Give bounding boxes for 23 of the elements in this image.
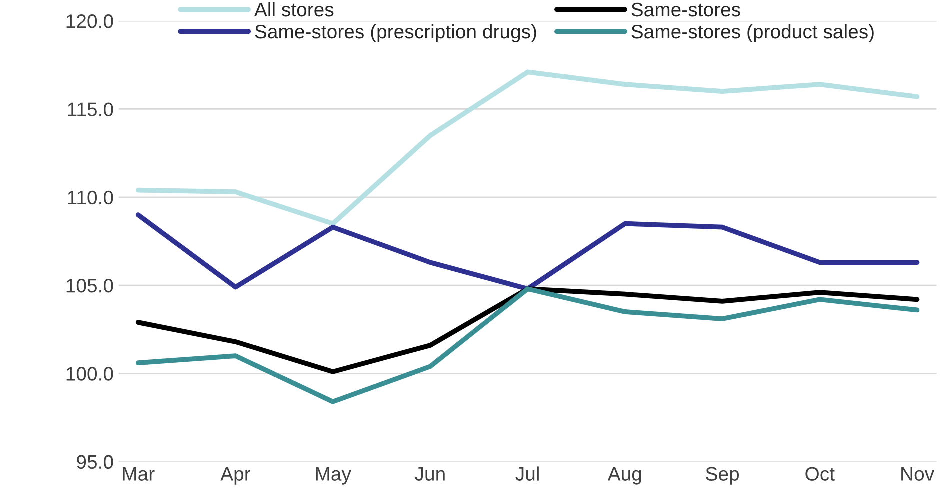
y-tick-label: 100.0	[66, 367, 114, 381]
x-tick-label: May	[316, 467, 352, 485]
legend-label: Same-stores	[632, 2, 740, 17]
line-series	[136, 286, 920, 404]
line-series	[136, 70, 920, 226]
y-tick-label: 110.0	[68, 190, 114, 205]
x-tick-label: Nov	[902, 467, 934, 481]
x-tick-label: Sep	[706, 467, 740, 485]
y-tick-label: 95.0	[77, 455, 114, 470]
x-tick-label: Aug	[608, 467, 642, 485]
y-tick-label: 105.0	[66, 279, 114, 293]
line-series	[136, 212, 920, 292]
line-series	[136, 286, 920, 374]
legend-label: Same-stores (prescription drugs)	[255, 24, 536, 43]
x-tick-label: Mar	[123, 467, 155, 481]
x-tick-label: Oct	[806, 467, 835, 481]
x-tick-label: Jul	[516, 466, 539, 481]
x-tick-label: Jun	[415, 467, 445, 481]
legend-label: Same-stores (product sales)	[632, 24, 874, 43]
legend-label: All stores	[254, 2, 334, 17]
x-tick-label: Apr	[220, 467, 251, 485]
y-tick-label: 115.0	[68, 102, 114, 116]
y-tick-label: 120.0	[66, 14, 114, 28]
